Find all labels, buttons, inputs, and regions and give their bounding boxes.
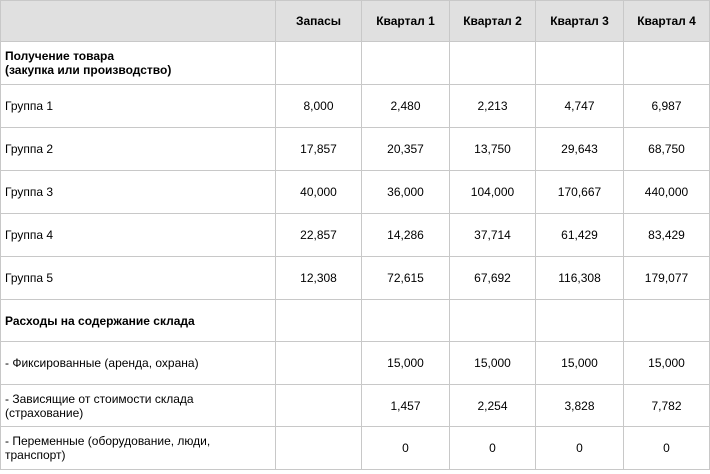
section-label: Расходы на содержание склада: [0, 299, 276, 342]
header-cell-q3: Квартал 3: [535, 0, 624, 42]
table-row: - Зависящие от стоимости склада (страхова…: [0, 384, 710, 427]
row-label: - Переменные (оборудование, люди, транспо…: [0, 426, 276, 470]
row-label: - Фиксированные (аренда, охрана): [0, 341, 276, 385]
cell-q4: [623, 299, 710, 342]
table-row: Группа 5 12,308 72,615 67,692 116,308 179,077: [0, 256, 710, 300]
cell-q3: [535, 299, 624, 342]
cell-stock: [275, 341, 362, 385]
cell-q2: 37,714: [449, 213, 536, 257]
cell-stock: 12,308: [275, 256, 362, 300]
cell-q3: [535, 41, 624, 85]
cell-q1: [361, 299, 450, 342]
cell-q2: 0: [449, 426, 536, 470]
table-row: Получение товара (закупка или производств…: [0, 41, 710, 85]
cell-stock: 17,857: [275, 127, 362, 171]
cell-q4: 15,000: [623, 341, 710, 385]
cell-q3: 0: [535, 426, 624, 470]
cell-q1: 0: [361, 426, 450, 470]
cell-stock: 22,857: [275, 213, 362, 257]
cell-q1: 15,000: [361, 341, 450, 385]
cell-q3: 3,828: [535, 384, 624, 427]
cell-stock: [275, 426, 362, 470]
table-row: - Фиксированные (аренда, охрана) 15,000 15…: [0, 341, 710, 385]
table-body: Получение товара (закупка или производств…: [0, 41, 710, 470]
cell-q1: 72,615: [361, 256, 450, 300]
cell-q4: 83,429: [623, 213, 710, 257]
cell-q2: [449, 41, 536, 85]
row-label: Группа 5: [0, 256, 276, 300]
cell-q4: 7,782: [623, 384, 710, 427]
cell-q2: 15,000: [449, 341, 536, 385]
header-cell-q1: Квартал 1: [361, 0, 450, 42]
cell-q4: 68,750: [623, 127, 710, 171]
cell-q3: 170,667: [535, 170, 624, 214]
cell-q2: 13,750: [449, 127, 536, 171]
cell-q4: 179,077: [623, 256, 710, 300]
cell-stock: 40,000: [275, 170, 362, 214]
header-cell-q2: Квартал 2: [449, 0, 536, 42]
table-row: Расходы на содержание склада: [0, 299, 710, 342]
cell-q2: 2,213: [449, 84, 536, 128]
cell-q1: [361, 41, 450, 85]
header-cell-q4: Квартал 4: [623, 0, 710, 42]
header-cell-stock: Запасы: [275, 0, 362, 42]
cell-q3: 29,643: [535, 127, 624, 171]
table-row: Группа 4 22,857 14,286 37,714 61,429 83,429: [0, 213, 710, 257]
cell-q1: 36,000: [361, 170, 450, 214]
cell-stock: [275, 299, 362, 342]
row-label: Группа 4: [0, 213, 276, 257]
cell-stock: 8,000: [275, 84, 362, 128]
table-row: Группа 3 40,000 36,000 104,000 170,667 440,00…: [0, 170, 710, 214]
cell-q4: 440,000: [623, 170, 710, 214]
table-row: - Переменные (оборудование, люди, транспо…: [0, 426, 710, 470]
cell-q2: 2,254: [449, 384, 536, 427]
cell-q2: 67,692: [449, 256, 536, 300]
row-label: Группа 3: [0, 170, 276, 214]
cell-q1: 14,286: [361, 213, 450, 257]
row-label: Группа 2: [0, 127, 276, 171]
cell-stock: [275, 41, 362, 85]
cell-stock: [275, 384, 362, 427]
row-label: - Зависящие от стоимости склада (страхова…: [0, 384, 276, 427]
cell-q1: 1,457: [361, 384, 450, 427]
cell-q3: 61,429: [535, 213, 624, 257]
section-label: Получение товара (закупка или производств…: [0, 41, 276, 85]
cell-q1: 20,357: [361, 127, 450, 171]
cell-q4: 6,987: [623, 84, 710, 128]
header-row: Запасы Квартал 1 Квартал 2 Квартал 3 Ква…: [0, 0, 710, 42]
cell-q2: [449, 299, 536, 342]
cell-q1: 2,480: [361, 84, 450, 128]
cell-q4: [623, 41, 710, 85]
cell-q3: 4,747: [535, 84, 624, 128]
header-cell-label: [0, 0, 276, 42]
cell-q3: 116,308: [535, 256, 624, 300]
table-row: Группа 2 17,857 20,357 13,750 29,643 68,750: [0, 127, 710, 171]
cell-q4: 0: [623, 426, 710, 470]
cell-q3: 15,000: [535, 341, 624, 385]
cell-q2: 104,000: [449, 170, 536, 214]
row-label: Группа 1: [0, 84, 276, 128]
table-row: Группа 1 8,000 2,480 2,213 4,747 6,987: [0, 84, 710, 128]
